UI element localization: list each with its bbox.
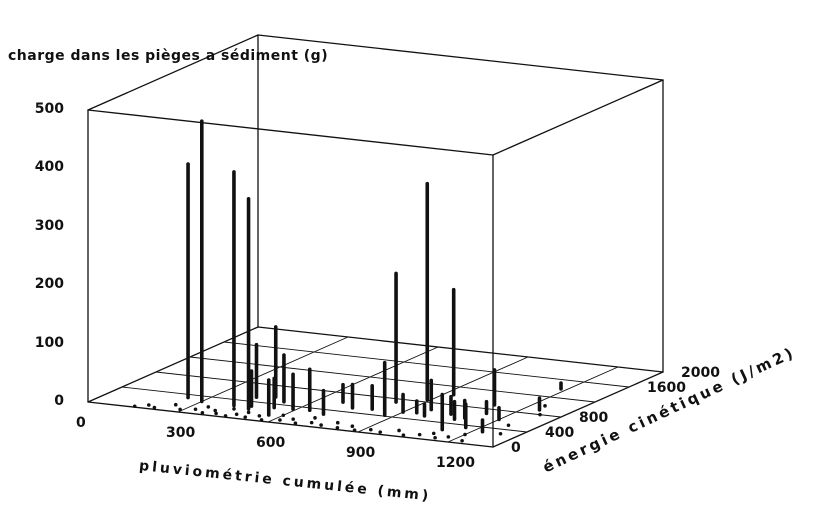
data-point (178, 407, 182, 412)
data-point (319, 423, 323, 427)
data-point (369, 427, 373, 432)
data-point (378, 430, 383, 434)
data-point (401, 433, 406, 437)
data-point (498, 431, 503, 436)
chart-frame (87, 34, 664, 448)
data-point (460, 438, 464, 443)
box-edge (87, 109, 494, 156)
z-tick-label: 200 (34, 276, 64, 293)
data-point (350, 424, 355, 429)
data-point (417, 432, 422, 437)
z-tick-label: 300 (34, 217, 64, 234)
data-point (257, 414, 262, 418)
z-tick-label: 0 (54, 393, 64, 409)
data-point (293, 421, 298, 425)
data-point (431, 431, 436, 436)
data-point (281, 413, 286, 418)
data-point (278, 418, 282, 422)
data-marks (132, 119, 563, 443)
data-point (397, 428, 401, 433)
data-point (309, 420, 314, 425)
z-tick-label: 100 (34, 334, 64, 351)
box-edge (87, 34, 259, 111)
z-tick-label: 500 (34, 101, 64, 117)
x-tick-label: 300 (166, 425, 196, 441)
data-point (543, 404, 547, 408)
z-axis-label: charge dans les pièges a sédiment (g) (8, 48, 329, 64)
data-point (213, 408, 217, 413)
data-point (152, 405, 157, 410)
data-point (246, 410, 251, 415)
data-point (234, 412, 239, 417)
y-tick-label: 800 (579, 410, 609, 426)
data-point (223, 414, 228, 418)
x-tick-label: 900 (346, 445, 376, 461)
data-point (243, 415, 248, 419)
data-point (433, 435, 437, 440)
data-point (132, 404, 137, 409)
x-tick-label: 0 (76, 415, 86, 431)
data-point (313, 416, 317, 420)
data-point (463, 432, 467, 437)
data-point (259, 418, 264, 422)
data-point (214, 411, 218, 416)
data-point (352, 428, 357, 433)
x-tick-label: 1200 (436, 455, 475, 471)
box-edge (257, 326, 664, 373)
data-point (147, 403, 151, 407)
y-tick-label: 1600 (647, 380, 686, 396)
data-point (173, 402, 178, 407)
data-point (193, 407, 198, 412)
data-point (335, 426, 340, 430)
data-point (335, 420, 340, 425)
data-point (200, 411, 205, 415)
grid-line-y (155, 371, 562, 418)
data-point (506, 423, 511, 428)
box-edge (492, 79, 664, 156)
grid-line-x (447, 366, 619, 443)
y-tick-label: 0 (511, 440, 521, 456)
data-point (206, 405, 211, 409)
data-point (446, 435, 451, 439)
box-edge (87, 326, 259, 403)
x-tick-label: 600 (256, 435, 286, 451)
data-point (232, 407, 236, 411)
y-tick-label: 400 (545, 425, 575, 441)
box-edge (87, 401, 494, 448)
data-point (538, 412, 542, 417)
grid-line-x (177, 336, 349, 413)
box-edge (257, 34, 664, 81)
z-tick-label: 400 (34, 159, 64, 176)
box-edge (492, 371, 664, 448)
y-tick-label: 2000 (681, 365, 720, 381)
data-point (291, 417, 296, 421)
